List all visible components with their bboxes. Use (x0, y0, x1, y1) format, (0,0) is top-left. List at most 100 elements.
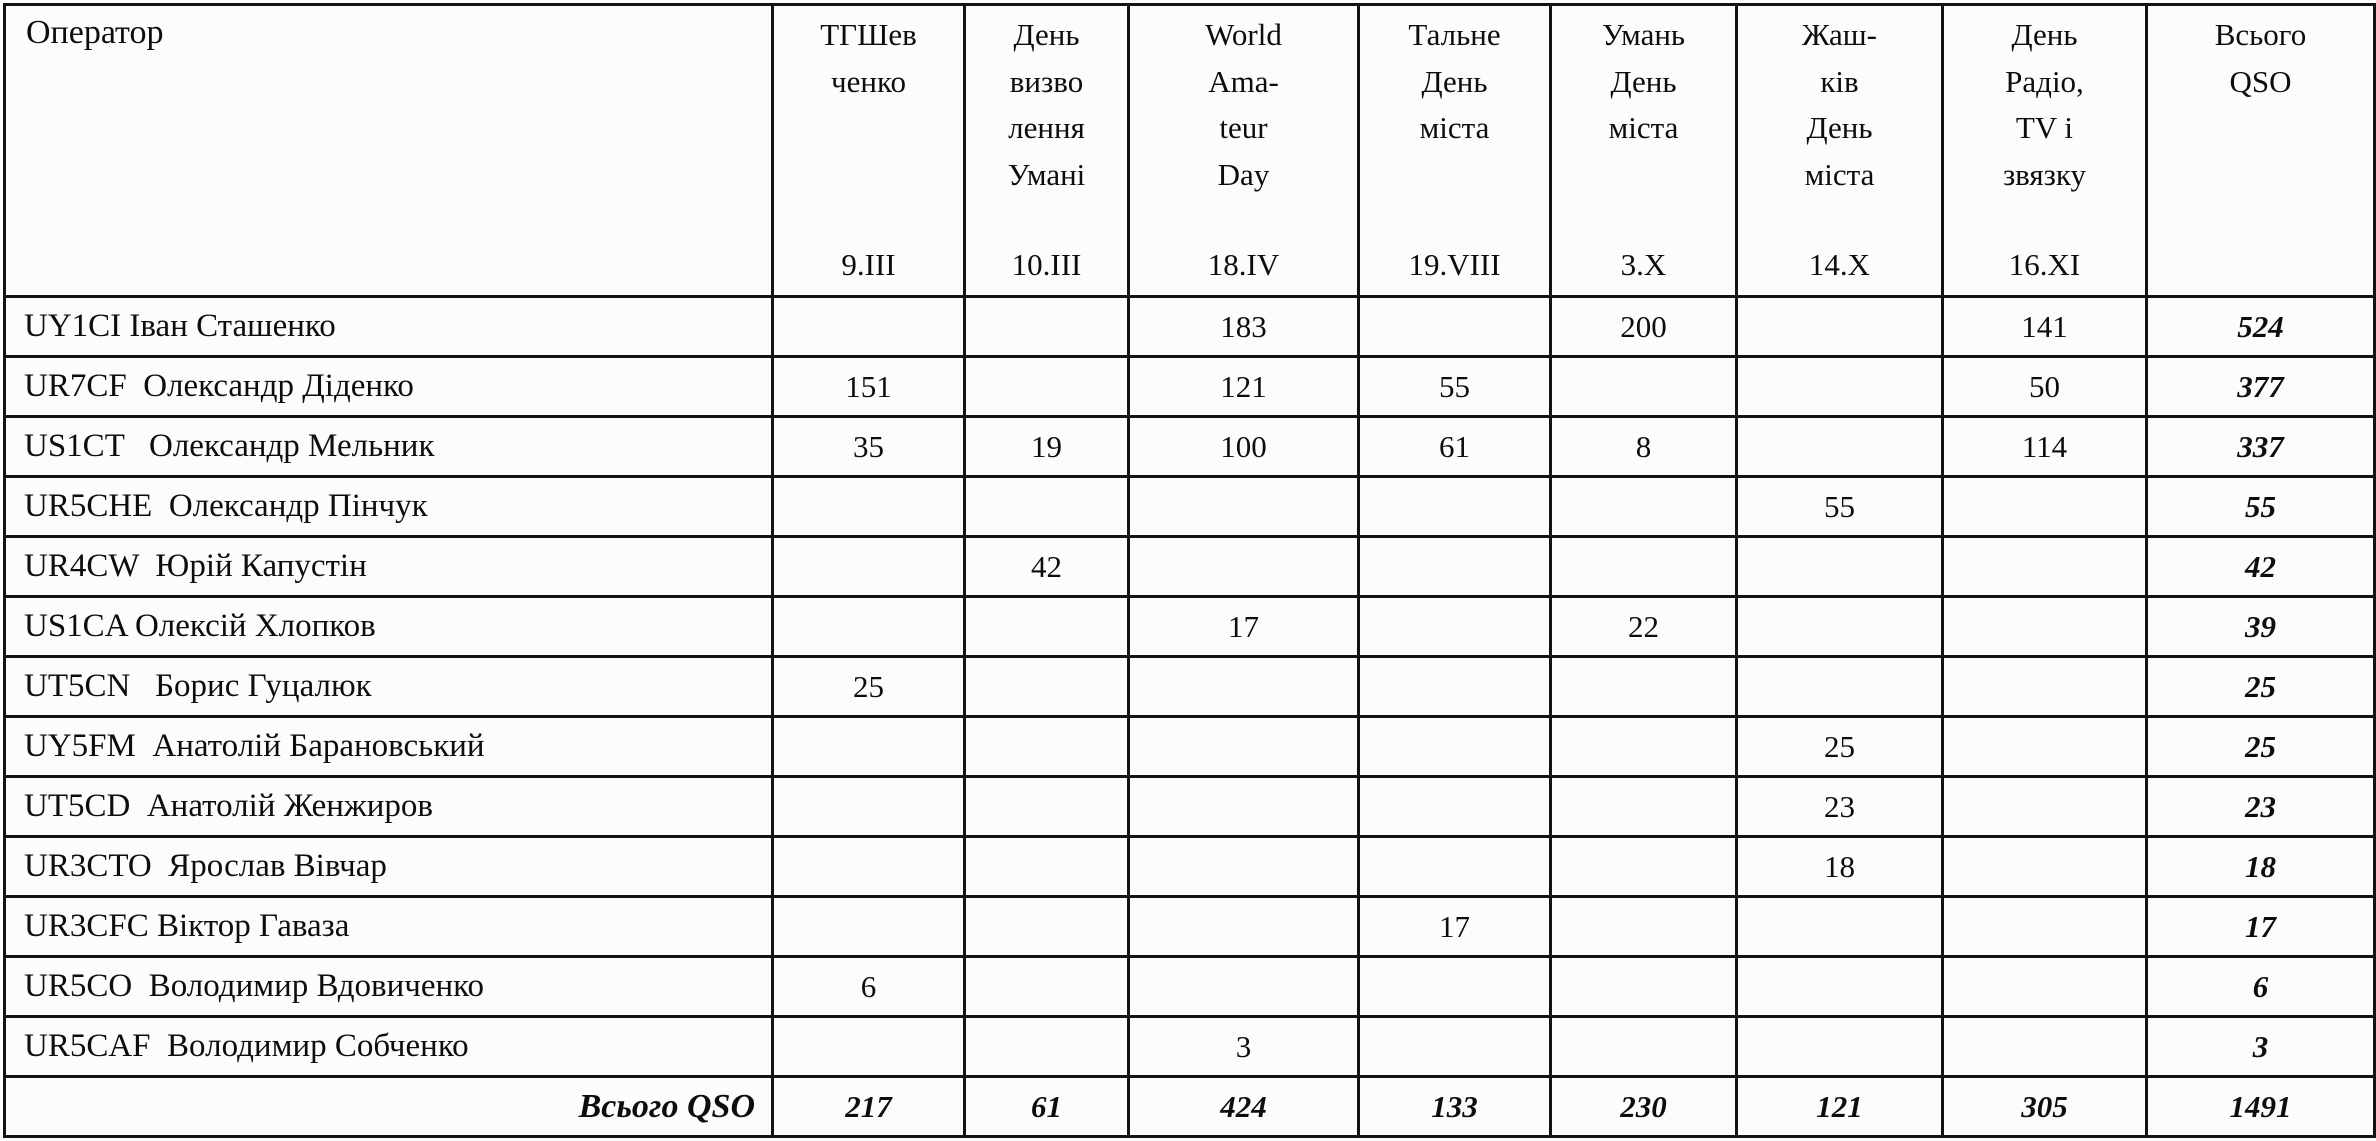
event-name-line: День (1421, 63, 1488, 99)
value-cell: 183 (1127, 295, 1360, 358)
event-name-line: міста (1804, 156, 1875, 192)
operator-cell: UR4CW Юрій Капустін (3, 535, 774, 598)
value-cell (771, 535, 966, 598)
value-cell: 18 (1735, 835, 1944, 898)
value-cell (1941, 955, 2148, 1018)
value-cell (963, 955, 1130, 1018)
value-cell (1549, 955, 1738, 1018)
qso-results-table: Оператор ТГШев ченко 9.III День визво лення… (3, 3, 2376, 1138)
operator-cell: UR3CTO Ярослав Вівчар (3, 835, 774, 898)
operator-cell: UR5CO Володимир Вдовиченко (3, 955, 774, 1018)
value-cell (1735, 535, 1944, 598)
value-cell (1941, 595, 2148, 658)
value-cell (1941, 655, 2148, 718)
value-cell (1127, 955, 1360, 1018)
value-cell (1941, 535, 2148, 598)
value-cell (771, 295, 966, 358)
value-cell (1357, 775, 1552, 838)
value-cell: 35 (771, 415, 966, 478)
value-cell (1549, 835, 1738, 898)
event-name-line: міста (1608, 110, 1679, 145)
event-header-content: World Ama-teur Day 18.IV (1132, 8, 1356, 294)
table-row: US1CA Олексій Хлопков 17 22 39 (3, 595, 2376, 658)
value-cell (963, 295, 1130, 358)
row-total-cell: 17 (2145, 895, 2376, 958)
value-cell: 151 (771, 355, 966, 418)
event-header-content: Всього QSO (2150, 8, 2372, 294)
event-name-line: Умані (1007, 156, 1086, 192)
table-row: UT5CN Борис Гуцалюк 25 25 (3, 655, 2376, 718)
value-cell: 6 (771, 955, 966, 1018)
value-cell (1941, 835, 2148, 898)
event-name-line: визво (1009, 63, 1084, 99)
row-total-cell: 25 (2145, 715, 2376, 778)
row-total-cell: 55 (2145, 475, 2376, 538)
header-row: Оператор ТГШев ченко 9.III День визво лення… (3, 3, 2376, 298)
value-cell (1127, 535, 1360, 598)
value-cell (1127, 475, 1360, 538)
value-cell: 42 (963, 535, 1130, 598)
operator-cell: US1CA Олексій Хлопков (3, 595, 774, 658)
value-cell (963, 1015, 1130, 1078)
table-row: UR5CAF Володимир Собченко 3 3 (3, 1015, 2376, 1078)
column-header-event: Умань День міста 3.X (1549, 3, 1738, 298)
value-cell (1549, 355, 1738, 418)
event-name-line: QSO (2229, 63, 2292, 99)
value-cell (1127, 715, 1360, 778)
event-name-line: teur (1219, 110, 1268, 145)
event-name-line: ТГШев (820, 17, 917, 52)
table-header: Оператор ТГШев ченко 9.III День визво лення… (3, 3, 2376, 298)
value-cell: 200 (1549, 295, 1738, 358)
total-value-cell: 424 (1127, 1075, 1360, 1138)
operator-cell: UR5CAF Володимир Собченко (3, 1015, 774, 1078)
value-cell (1549, 715, 1738, 778)
event-date: 16.XI (2008, 246, 2081, 282)
event-header-content: Жаш-ків День міста 14.X (1740, 8, 1940, 294)
value-cell: 25 (1735, 715, 1944, 778)
table-row: UR3CFC Віктор Гаваза 17 17 (3, 895, 2376, 958)
grand-total-cell: 1491 (2145, 1075, 2376, 1138)
event-date: 3.X (1620, 246, 1667, 282)
value-cell (1735, 895, 1944, 958)
value-cell (771, 895, 966, 958)
table-row: UY5FM Анатолій Барановський 25 25 (3, 715, 2376, 778)
value-cell (1357, 655, 1552, 718)
value-cell (1735, 955, 1944, 1018)
column-header-event: Жаш-ків День міста 14.X (1735, 3, 1944, 298)
table-row: UR7CF Олександр Діденко 151 121 55 50 377 (3, 355, 2376, 418)
row-total-cell: 337 (2145, 415, 2376, 478)
row-total-cell: 23 (2145, 775, 2376, 838)
value-cell (1357, 475, 1552, 538)
event-name: День Радіо, TV і звязку (2003, 12, 2086, 198)
value-cell (1357, 955, 1552, 1018)
event-name: Всього QSO (2215, 12, 2307, 105)
total-row: Всього QSO 217 61 424 133 230 121 305 1491 (3, 1075, 2376, 1138)
operator-cell: UR3CFC Віктор Гаваза (3, 895, 774, 958)
operator-cell: UY1CI Іван Сташенко (3, 295, 774, 358)
operator-cell: UR5CHE Олександр Пінчук (3, 475, 774, 538)
event-name-line: міста (1419, 110, 1490, 145)
event-name-line: World (1205, 17, 1282, 52)
event-name-line: ченко (831, 63, 906, 99)
value-cell: 61 (1357, 415, 1552, 478)
operator-cell: UT5CD Анатолій Женжиров (3, 775, 774, 838)
column-header-event: World Ama-teur Day 18.IV (1127, 3, 1360, 298)
column-header-event: Всього QSO (2145, 3, 2376, 298)
value-cell (963, 835, 1130, 898)
row-total-cell: 42 (2145, 535, 2376, 598)
event-name: Жаш-ків День міста (1802, 12, 1877, 198)
event-name-line: День (1610, 63, 1677, 99)
event-header-content: ТГШев ченко 9.III (776, 8, 962, 294)
value-cell (771, 775, 966, 838)
value-cell: 114 (1941, 415, 2148, 478)
operator-cell: UY5FM Анатолій Барановський (3, 715, 774, 778)
value-cell (1549, 655, 1738, 718)
table-row: US1CT Олександр Мельник 35 19 100 61 8 114 337 (3, 415, 2376, 478)
column-header-event: День визво лення Умані 10.III (963, 3, 1130, 298)
event-name-line: Радіо, (2005, 63, 2084, 99)
table-footer: Всього QSO 217 61 424 133 230 121 305 1491 (3, 1075, 2376, 1138)
value-cell (1735, 295, 1944, 358)
value-cell (1735, 415, 1944, 478)
event-header-content: Тальне День міста 19.VIII (1362, 8, 1548, 294)
value-cell (1735, 655, 1944, 718)
